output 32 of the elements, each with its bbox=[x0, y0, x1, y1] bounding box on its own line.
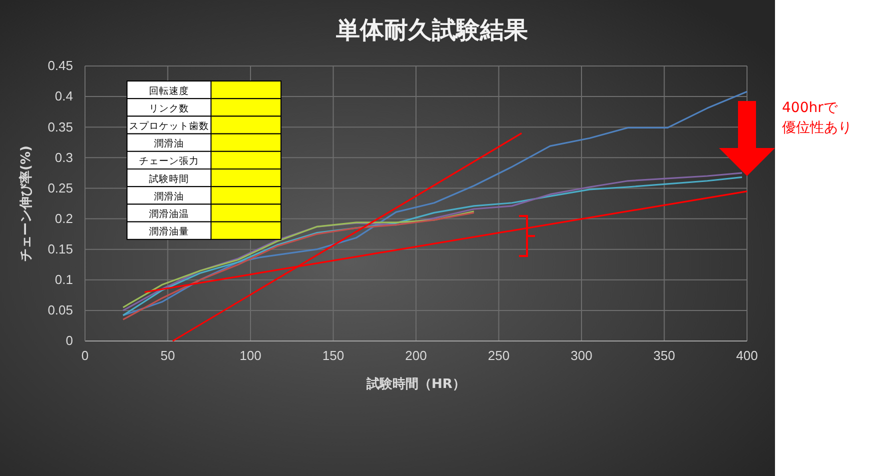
y-tick-label: 0.2 bbox=[54, 210, 73, 226]
y-tick-label: 0.35 bbox=[48, 119, 73, 134]
y-tick-label: 0.15 bbox=[48, 241, 73, 256]
y-tick-label: 0 bbox=[66, 333, 73, 348]
y-tick-label: 0.4 bbox=[54, 88, 73, 104]
annotation: チェーン張力 bbox=[139, 155, 199, 168]
y-tick-label: 0.25 bbox=[48, 180, 73, 196]
x-tick-label: 400 bbox=[736, 348, 758, 364]
x-tick-label: 250 bbox=[488, 348, 510, 364]
y-tick-label: 0.1 bbox=[54, 272, 73, 288]
x-tick-label: 350 bbox=[653, 348, 676, 364]
x-tick-label: 300 bbox=[570, 348, 592, 364]
annotation: スプロケット歯数 bbox=[129, 120, 209, 132]
x-tick-label: 150 bbox=[322, 348, 344, 364]
annotation: 潤滑油 bbox=[154, 138, 184, 150]
annotation: リンク数 bbox=[149, 103, 189, 114]
annotation: 試験時間 bbox=[149, 172, 189, 185]
y-tick-label: 0.45 bbox=[48, 58, 73, 74]
x-tick-label: 50 bbox=[160, 348, 175, 364]
annotation: 潤滑油温 bbox=[149, 208, 189, 220]
y-tick-label: 0.05 bbox=[48, 302, 73, 318]
annotation: 潤滑油 bbox=[154, 190, 184, 202]
x-tick-label: 0 bbox=[81, 348, 89, 364]
x-axis-title: 試験時間（HR） bbox=[366, 376, 466, 392]
y-tick-label: 0.3 bbox=[54, 150, 73, 165]
x-tick-label: 100 bbox=[240, 348, 262, 364]
text: 400hrで優位性あり bbox=[782, 100, 852, 136]
annotation: 潤滑油量 bbox=[149, 226, 189, 238]
y-axis-title: チェーン伸び率(%) bbox=[18, 146, 34, 262]
chart-title: 単体耐久試験結果 bbox=[335, 16, 528, 44]
annotation: 回転速度 bbox=[149, 84, 189, 97]
x-tick-label: 200 bbox=[405, 348, 427, 364]
